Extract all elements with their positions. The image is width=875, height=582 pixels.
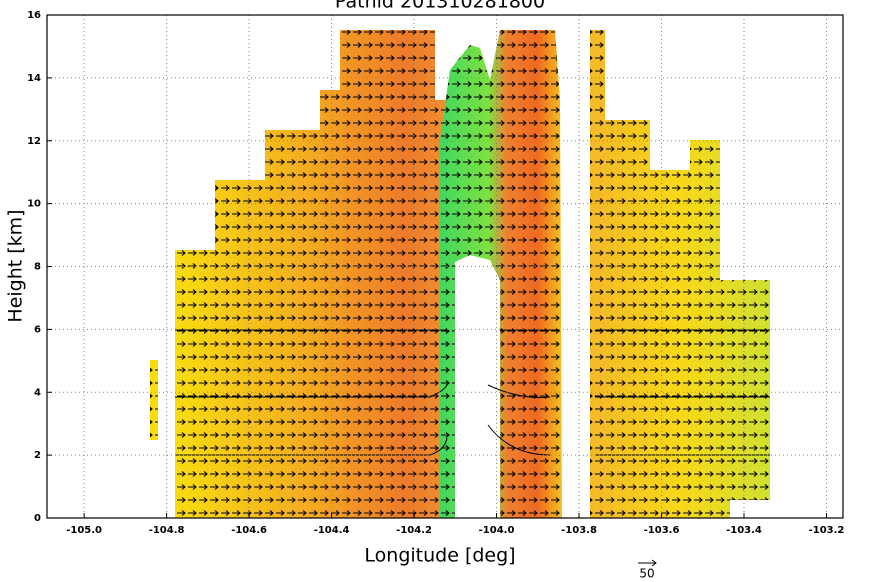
x-tick-label: -103.8 — [561, 525, 597, 536]
y-tick-label: 6 — [34, 324, 41, 335]
x-tick-label: -103.2 — [809, 525, 845, 536]
x-tick-label: -104.2 — [396, 525, 432, 536]
y-tick-label: 0 — [34, 513, 41, 524]
field — [150, 30, 770, 518]
y-tick-label: 2 — [34, 450, 41, 461]
y-axis-label: Height [km] — [5, 209, 27, 322]
x-tick-label: -104.0 — [479, 525, 515, 536]
y-tick-label: 10 — [27, 199, 41, 210]
x-tick-label: -104.8 — [149, 525, 185, 536]
x-tick-label: -105.0 — [66, 525, 102, 536]
x-axis-label: Longitude [deg] — [364, 545, 515, 567]
y-tick-label: 12 — [27, 136, 41, 147]
y-tick-label: 8 — [34, 262, 41, 273]
reference-arrow — [638, 559, 657, 567]
y-tick-label: 4 — [34, 387, 41, 398]
chart-title: Pathid 201310281800 — [335, 0, 545, 13]
x-tick-label: -104.6 — [231, 525, 267, 536]
x-tick-label: -103.4 — [726, 525, 762, 536]
x-tick-label: -103.6 — [644, 525, 680, 536]
y-tick-label: 16 — [27, 10, 41, 21]
x-tick-label: -104.4 — [314, 525, 350, 536]
y-tick-label: 14 — [27, 73, 41, 84]
reference-vector-label: 50 — [639, 567, 654, 581]
plot-frame — [46, 14, 844, 519]
